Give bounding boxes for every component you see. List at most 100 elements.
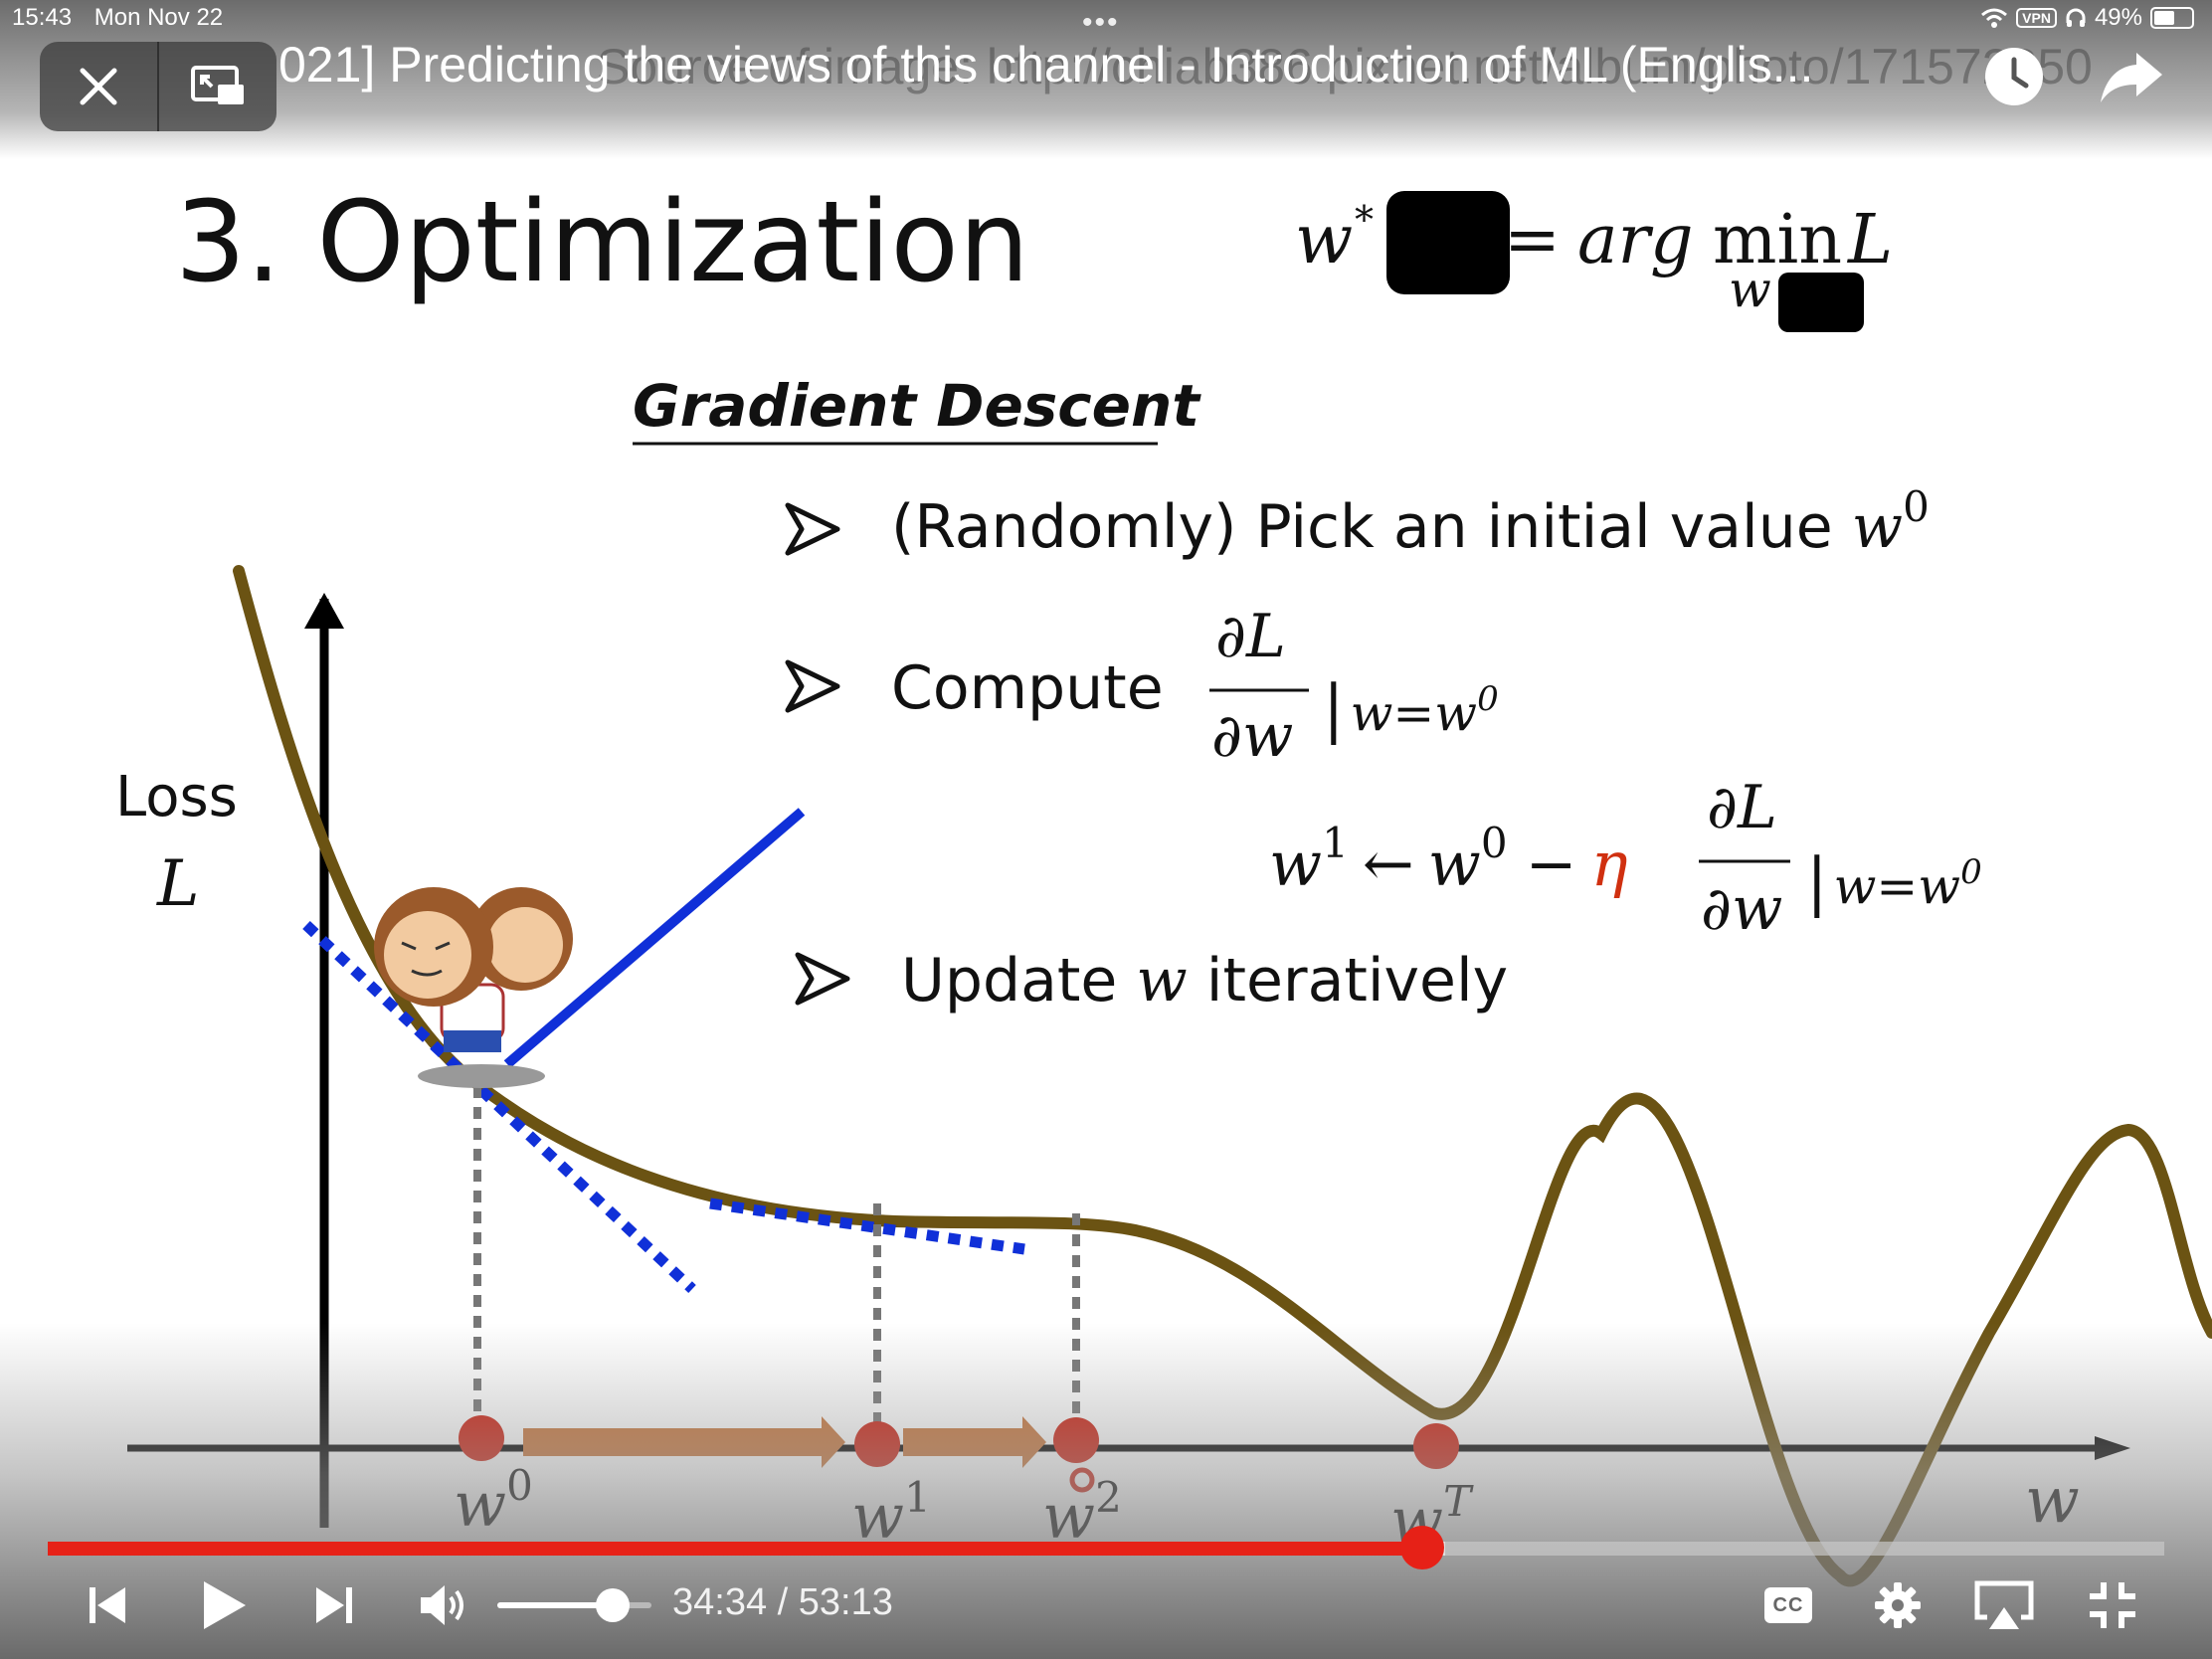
loss-curve [233, 565, 2212, 1587]
update-numerator: ∂L [1707, 773, 1777, 842]
next-icon [316, 1587, 352, 1623]
bullet-2-text: Compute [891, 653, 1164, 723]
close-icon [80, 68, 117, 105]
update-eval: w=w [1834, 857, 1961, 915]
y-axis-symbol: L [156, 847, 200, 921]
airplay-button[interactable] [1969, 1575, 2039, 1635]
volume-button[interactable] [412, 1575, 471, 1635]
close-button[interactable] [40, 42, 157, 131]
monkey-illustration [374, 887, 573, 1088]
play-icon [204, 1581, 246, 1629]
wifi-icon [1981, 8, 2008, 28]
formula-min: min [1713, 201, 1842, 279]
update-w0-sup: 0 [1481, 819, 1508, 867]
bullet-2-eval-sup: 0 [1477, 679, 1499, 719]
clock-icon [1985, 48, 2043, 105]
previous-icon [90, 1587, 125, 1623]
svg-text:w1←w0−η: w1 ← w0− η [1269, 819, 1628, 900]
update-lhs-sup: 1 [1322, 819, 1349, 867]
headphones-icon [2066, 8, 2086, 27]
update-arrow: ← [1363, 828, 1414, 900]
bullet-2-eval-bar: | [1323, 672, 1345, 746]
picture-in-picture-button[interactable] [159, 42, 276, 131]
player-top-controls [40, 42, 276, 131]
update-w0: w [1428, 828, 1481, 900]
bullet-2-numerator: ∂L [1215, 602, 1286, 671]
airplay-icon [1974, 1580, 2034, 1629]
formula-eq: = [1504, 201, 1561, 279]
bullet-1: (Randomly) Pick an initial value w0 [785, 482, 1930, 562]
bullet-3-text2: iteratively [1188, 946, 1508, 1015]
current-time: 34:34 [672, 1581, 768, 1623]
total-time: 53:13 [798, 1581, 893, 1623]
formula-L: L [1846, 201, 1893, 279]
captions-button[interactable]: CC [1758, 1575, 1818, 1635]
battery-level [2154, 11, 2174, 25]
gear-icon [1875, 1582, 1921, 1628]
status-left: 15:43 Mon Nov 22 [12, 4, 223, 32]
control-separator [157, 42, 159, 131]
volume-slider-knob[interactable] [596, 1588, 631, 1622]
redaction-block-sub [1778, 273, 1864, 332]
watch-later-button[interactable] [1969, 42, 2059, 111]
formula-star: * [1355, 198, 1374, 242]
svg-text:|w=w0: | w=w0 [1323, 672, 1499, 746]
time-separator: / [767, 1581, 799, 1623]
status-time: 15:43 [12, 4, 73, 31]
status-date: Mon Nov 22 [93, 4, 224, 31]
svg-text:|w=w0: | w=w0 [1806, 845, 1982, 919]
update-equation: w1 ← w0− η ∂L ∂w | w=w0 [1269, 773, 1982, 944]
multitasking-dots-icon[interactable]: ••• [1082, 6, 1120, 39]
captions-label: CC [1772, 1593, 1804, 1616]
bullet-arrow-icon [785, 502, 840, 556]
redaction-block [1386, 191, 1510, 294]
share-button[interactable] [2087, 42, 2176, 111]
bullet-1-w: w [1852, 492, 1903, 562]
bullet-3-text1: Update [901, 946, 1136, 1015]
slide-heading: 3. Optimization [175, 178, 1029, 307]
update-lhs: w [1269, 828, 1322, 900]
update-eval-sup: 0 [1960, 852, 1982, 892]
play-button[interactable] [189, 1575, 259, 1635]
exit-fullscreen-icon [2090, 1582, 2135, 1628]
section-title: Gradient Descent [633, 372, 1201, 440]
settings-button[interactable] [1868, 1575, 1928, 1635]
video-title: 021] Predicting the views of this channe… [278, 37, 1814, 92]
y-axis-label: Loss [115, 765, 238, 830]
volume-icon [421, 1585, 463, 1625]
next-button[interactable] [304, 1575, 364, 1635]
bullet-2: Compute ∂L ∂w | w=w0 [785, 602, 1499, 771]
top-gradient [0, 0, 2212, 159]
vpn-badge: VPN [2016, 8, 2057, 28]
formula-w: w [1295, 201, 1353, 279]
update-eta: η [1591, 828, 1628, 900]
update-eval-bar: | [1806, 845, 1828, 919]
direction-line [503, 808, 806, 1068]
progress-played [48, 1542, 1423, 1556]
bullet-3: Update w iteratively [795, 946, 1508, 1015]
formula-arg: arg [1577, 201, 1694, 279]
monkey-shorts [444, 1030, 501, 1052]
bullet-arrow-icon [785, 659, 840, 713]
progress-scrubber[interactable] [1400, 1526, 1445, 1569]
exit-fullscreen-button[interactable] [2083, 1575, 2142, 1635]
bullet-2-denominator: ∂w [1211, 701, 1293, 771]
previous-button[interactable] [78, 1575, 137, 1635]
bullet-3-w: w [1136, 946, 1187, 1015]
monkey-face-back [487, 907, 563, 983]
bullet-1-sup: 0 [1903, 482, 1930, 531]
battery-icon [2150, 7, 2194, 29]
picture-in-picture-icon [191, 66, 244, 104]
bottom-gradient [0, 1323, 2212, 1659]
timecode: 34:34 / 53:13 [672, 1581, 893, 1624]
monkey-face-front [384, 911, 471, 999]
objective-formula: w * = arg min L w [1295, 191, 1893, 332]
tangent-dotted-2 [709, 1198, 1025, 1255]
formula-sub: w [1729, 261, 1771, 318]
battery-percent: 49% [2094, 4, 2142, 31]
y-axis-arrowhead [304, 593, 344, 629]
svg-text:(Randomly) Pick an initial val: (Randomly) Pick an initial value w0 [891, 482, 1930, 562]
monkey-shadow [418, 1064, 545, 1088]
bullet-1-text: (Randomly) Pick an initial value [891, 492, 1852, 562]
